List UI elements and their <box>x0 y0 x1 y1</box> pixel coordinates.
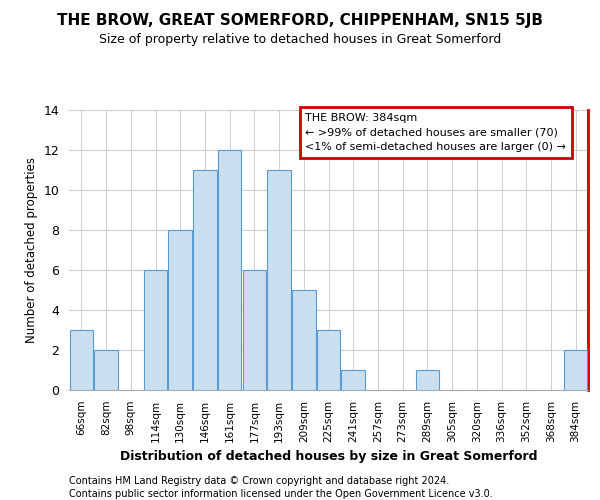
Bar <box>242 270 266 390</box>
Bar <box>268 170 291 390</box>
Bar <box>169 230 192 390</box>
Text: Contains HM Land Registry data © Crown copyright and database right 2024.: Contains HM Land Registry data © Crown c… <box>69 476 449 486</box>
X-axis label: Distribution of detached houses by size in Great Somerford: Distribution of detached houses by size … <box>120 450 537 463</box>
Bar <box>564 350 587 390</box>
Y-axis label: Number of detached properties: Number of detached properties <box>25 157 38 343</box>
Bar <box>341 370 365 390</box>
Text: THE BROW, GREAT SOMERFORD, CHIPPENHAM, SN15 5JB: THE BROW, GREAT SOMERFORD, CHIPPENHAM, S… <box>57 12 543 28</box>
Bar <box>317 330 340 390</box>
Text: THE BROW: 384sqm
← >99% of detached houses are smaller (70)
<1% of semi-detached: THE BROW: 384sqm ← >99% of detached hous… <box>305 113 566 152</box>
Text: Contains public sector information licensed under the Open Government Licence v3: Contains public sector information licen… <box>69 489 493 499</box>
Bar <box>94 350 118 390</box>
Bar <box>144 270 167 390</box>
Text: Size of property relative to detached houses in Great Somerford: Size of property relative to detached ho… <box>99 32 501 46</box>
Bar <box>292 290 316 390</box>
Bar <box>193 170 217 390</box>
Bar <box>70 330 93 390</box>
Bar <box>218 150 241 390</box>
Bar <box>416 370 439 390</box>
